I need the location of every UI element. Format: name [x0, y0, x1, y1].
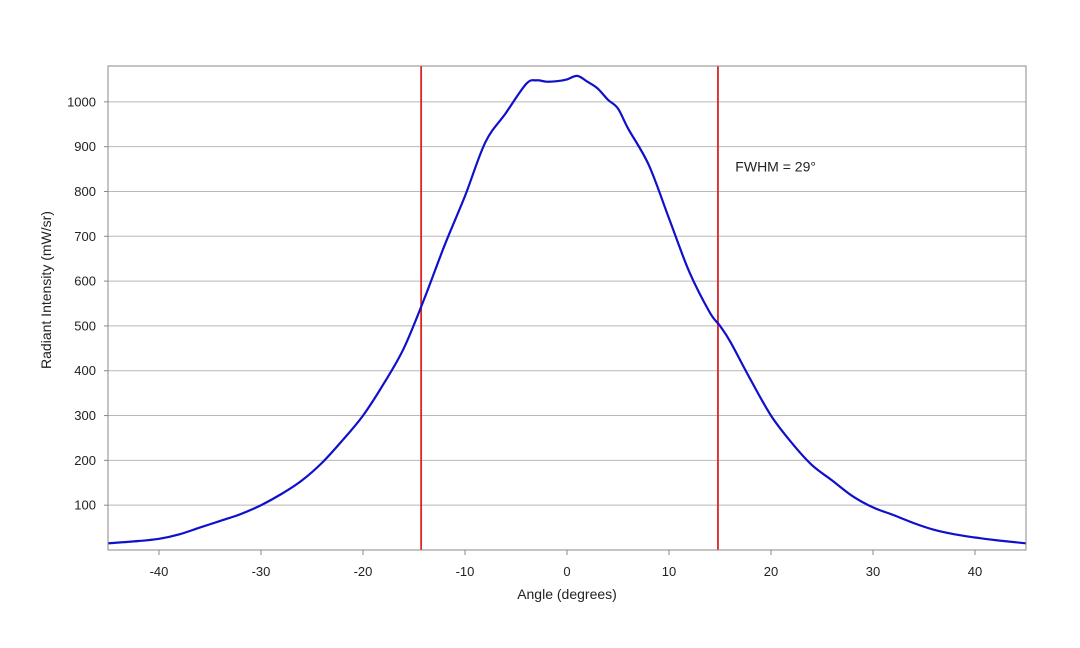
- x-tick-label: 40: [968, 564, 982, 579]
- x-tick-label: -30: [252, 564, 271, 579]
- y-tick-label: 1000: [67, 94, 96, 109]
- x-axis-label: Angle (degrees): [517, 586, 617, 602]
- x-axis-ticks: -40 -30 -20 -10 0 10 20 30 40: [150, 550, 982, 579]
- x-tick-label: -20: [354, 564, 373, 579]
- x-tick-label: 20: [764, 564, 778, 579]
- x-tick-label: 0: [563, 564, 570, 579]
- y-tick-label: 600: [74, 274, 96, 289]
- y-tick-label: 700: [74, 229, 96, 244]
- intensity-curve: [107, 74, 1027, 545]
- x-tick-label: -10: [456, 564, 475, 579]
- y-tick-label: 300: [74, 408, 96, 423]
- y-axis-ticks: 100 200 300 400 500 600 700 800 900 1000: [67, 94, 108, 513]
- annotations: FWHM = 29°: [735, 158, 816, 174]
- y-tick-label: 100: [74, 498, 96, 513]
- y-axis-label: Radiant Intensity (mW/sr): [38, 211, 54, 369]
- x-tick-label: 30: [866, 564, 880, 579]
- y-tick-label: 800: [74, 184, 96, 199]
- fwhm-annotation: FWHM = 29°: [735, 158, 816, 174]
- grid-lines: [108, 101, 1026, 506]
- y-tick-label: 500: [74, 318, 96, 333]
- plot-area: [108, 66, 1026, 550]
- x-tick-label: 10: [662, 564, 676, 579]
- y-tick-label: 400: [74, 363, 96, 378]
- y-tick-label: 200: [74, 453, 96, 468]
- y-tick-label: 900: [74, 139, 96, 154]
- x-tick-label: -40: [150, 564, 169, 579]
